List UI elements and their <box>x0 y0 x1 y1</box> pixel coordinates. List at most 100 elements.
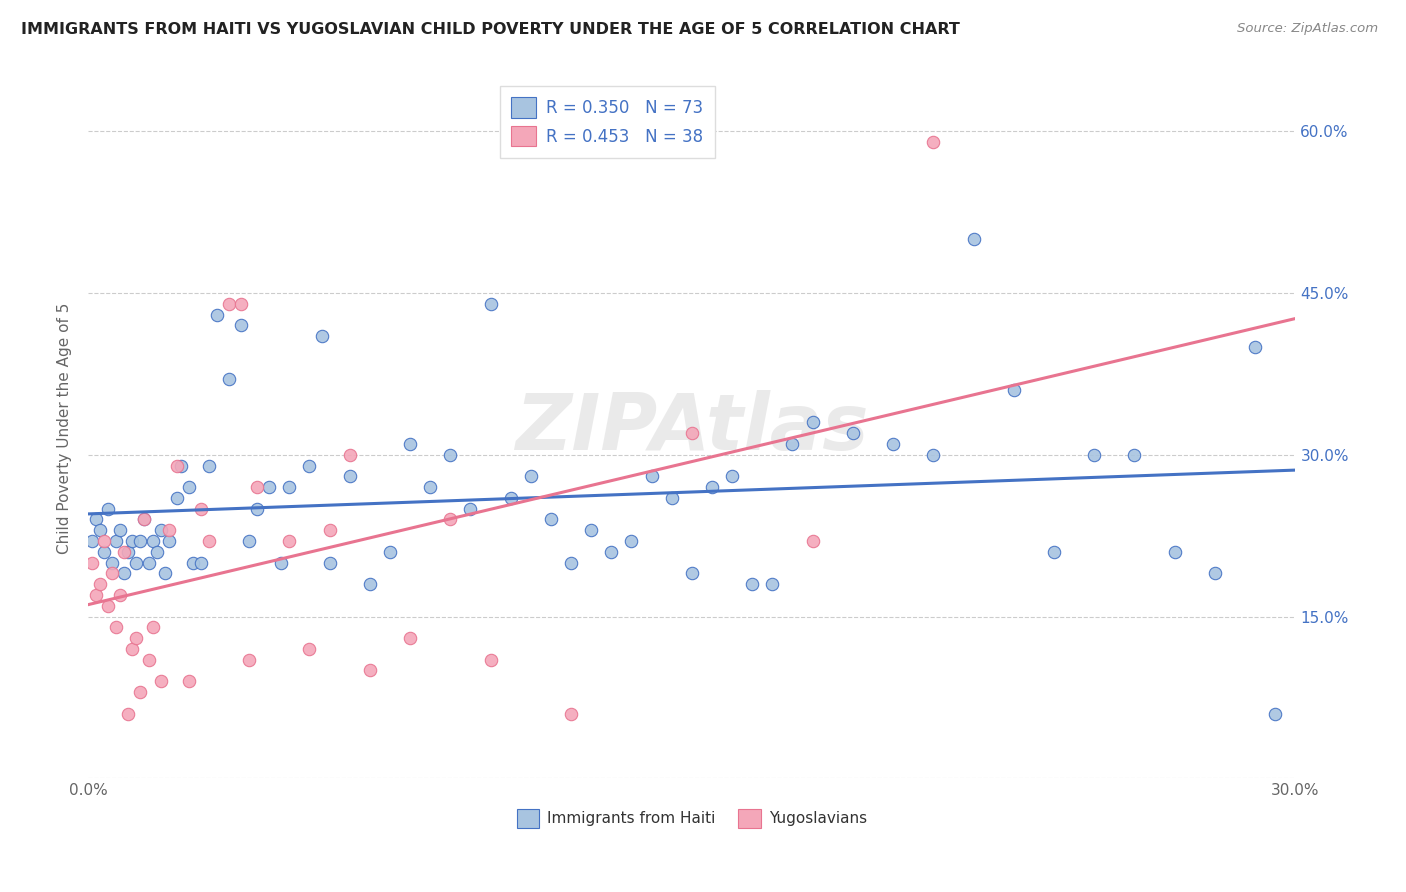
Point <box>105 620 128 634</box>
Point <box>229 318 252 333</box>
Point <box>1164 545 1187 559</box>
Point <box>89 523 111 537</box>
Point <box>721 469 744 483</box>
Point <box>700 480 723 494</box>
Point <box>399 437 422 451</box>
Point <box>129 685 152 699</box>
Point <box>882 437 904 451</box>
Point <box>93 545 115 559</box>
Point <box>359 577 381 591</box>
Point <box>378 545 401 559</box>
Point <box>1083 448 1105 462</box>
Text: IMMIGRANTS FROM HAITI VS YUGOSLAVIAN CHILD POVERTY UNDER THE AGE OF 5 CORRELATIO: IMMIGRANTS FROM HAITI VS YUGOSLAVIAN CHI… <box>21 22 960 37</box>
Point <box>101 566 124 581</box>
Point <box>157 534 180 549</box>
Point <box>138 652 160 666</box>
Point <box>112 566 135 581</box>
Point <box>560 556 582 570</box>
Point <box>681 566 703 581</box>
Point <box>318 523 340 537</box>
Point <box>97 599 120 613</box>
Point <box>84 512 107 526</box>
Point <box>479 297 502 311</box>
Point <box>190 501 212 516</box>
Point <box>801 534 824 549</box>
Point <box>761 577 783 591</box>
Point <box>257 480 280 494</box>
Point <box>121 641 143 656</box>
Point <box>339 469 361 483</box>
Point <box>1002 383 1025 397</box>
Point <box>419 480 441 494</box>
Point <box>1244 340 1267 354</box>
Point <box>190 556 212 570</box>
Point <box>270 556 292 570</box>
Point <box>97 501 120 516</box>
Point <box>110 523 132 537</box>
Point <box>101 556 124 570</box>
Point <box>399 631 422 645</box>
Point <box>600 545 623 559</box>
Point <box>145 545 167 559</box>
Y-axis label: Child Poverty Under the Age of 5: Child Poverty Under the Age of 5 <box>58 302 72 554</box>
Point <box>782 437 804 451</box>
Point <box>125 556 148 570</box>
Point <box>246 480 269 494</box>
Point <box>177 674 200 689</box>
Point <box>439 512 461 526</box>
Point <box>318 556 340 570</box>
Point <box>238 652 260 666</box>
Point <box>138 556 160 570</box>
Point <box>640 469 662 483</box>
Point <box>661 491 683 505</box>
Point <box>311 329 333 343</box>
Point <box>298 458 321 473</box>
Point <box>560 706 582 721</box>
Point <box>105 534 128 549</box>
Point <box>82 556 104 570</box>
Point <box>110 588 132 602</box>
Point <box>84 588 107 602</box>
Point <box>112 545 135 559</box>
Point <box>278 534 301 549</box>
Point <box>117 706 139 721</box>
Point <box>339 448 361 462</box>
Point <box>922 448 945 462</box>
Point <box>1264 706 1286 721</box>
Point <box>540 512 562 526</box>
Point <box>238 534 260 549</box>
Point <box>460 501 482 516</box>
Legend: Immigrants from Haiti, Yugoslavians: Immigrants from Haiti, Yugoslavians <box>510 803 873 834</box>
Point <box>246 501 269 516</box>
Point <box>134 512 156 526</box>
Point <box>198 458 221 473</box>
Point <box>278 480 301 494</box>
Point <box>741 577 763 591</box>
Point <box>229 297 252 311</box>
Point <box>177 480 200 494</box>
Point <box>205 308 228 322</box>
Point <box>1204 566 1226 581</box>
Point <box>298 641 321 656</box>
Point <box>842 426 865 441</box>
Point <box>479 652 502 666</box>
Point <box>579 523 602 537</box>
Point <box>149 674 172 689</box>
Point <box>681 426 703 441</box>
Point <box>93 534 115 549</box>
Point <box>499 491 522 505</box>
Text: ZIPAtlas: ZIPAtlas <box>515 390 869 466</box>
Point <box>134 512 156 526</box>
Point <box>1043 545 1066 559</box>
Point <box>141 620 163 634</box>
Point <box>153 566 176 581</box>
Point <box>198 534 221 549</box>
Point <box>170 458 193 473</box>
Point <box>520 469 543 483</box>
Point <box>149 523 172 537</box>
Point <box>166 491 188 505</box>
Point <box>801 416 824 430</box>
Point <box>962 232 984 246</box>
Text: Source: ZipAtlas.com: Source: ZipAtlas.com <box>1237 22 1378 36</box>
Point <box>359 664 381 678</box>
